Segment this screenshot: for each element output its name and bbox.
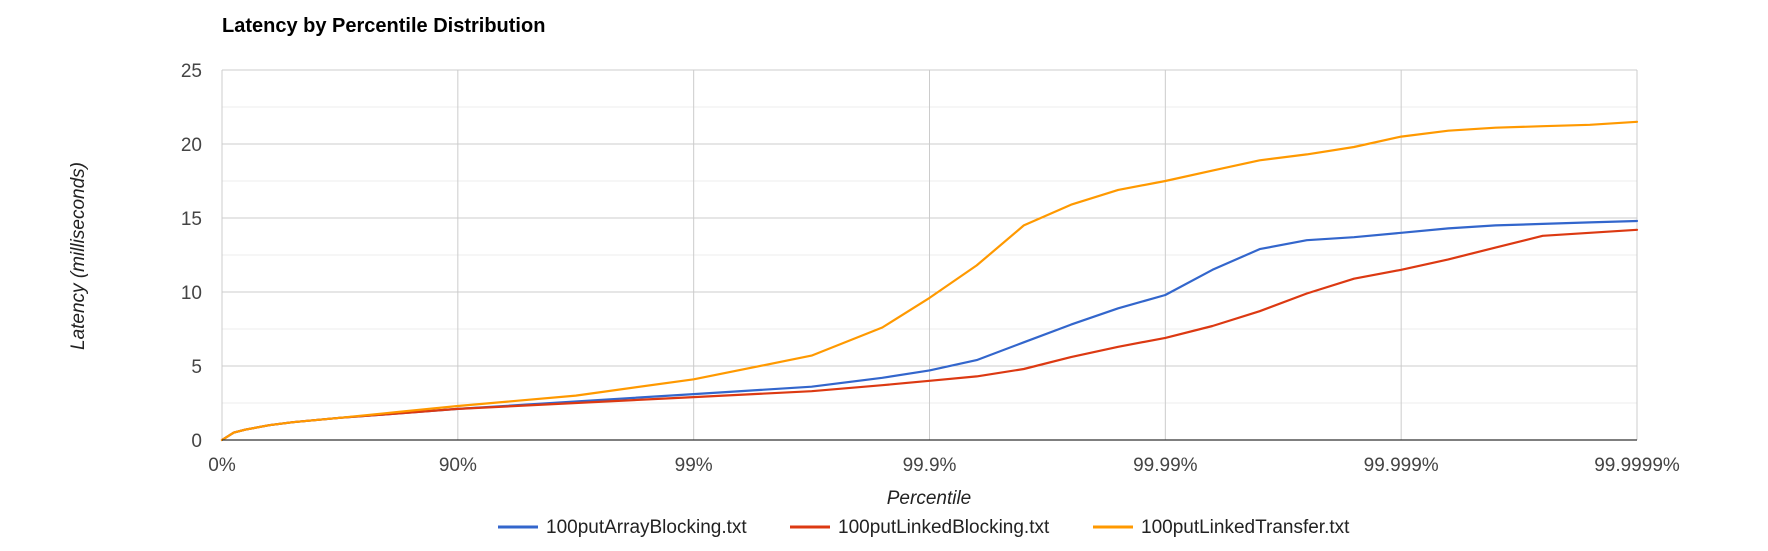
x-tick-label: 99.9999% xyxy=(1594,455,1680,476)
x-tick-label: 90% xyxy=(439,455,477,476)
series-lines xyxy=(220,120,1639,442)
x-axis-title: Percentile xyxy=(887,488,972,509)
y-tick-label: 0 xyxy=(191,431,202,452)
legend-label-3: 100putLinkedTransfer.txt xyxy=(1141,517,1350,538)
grid-lines xyxy=(221,69,1638,440)
x-axis-ticks: 0% 90% 99% 99.9% 99.99% 99.999% 99.9999% xyxy=(208,455,1680,476)
y-axis-title: Latency (milliseconds) xyxy=(68,162,89,350)
y-tick-label: 5 xyxy=(191,357,202,378)
y-tick-label: 25 xyxy=(181,61,202,82)
y-tick-label: 10 xyxy=(181,283,202,304)
x-tick-label: 99.99% xyxy=(1133,455,1198,476)
legend-label-1: 100putArrayBlocking.txt xyxy=(546,517,747,538)
x-tick-label: 99.9% xyxy=(903,455,957,476)
legend-label-2: 100putLinkedBlocking.txt xyxy=(838,517,1050,538)
x-tick-label: 0% xyxy=(208,455,236,476)
x-tick-label: 99.999% xyxy=(1364,455,1439,476)
x-tick-label: 99% xyxy=(675,455,713,476)
y-tick-label: 15 xyxy=(181,209,202,230)
legend: 100putArrayBlocking.txt 100putLinkedBlock… xyxy=(498,517,1350,538)
chart-title: Latency by Percentile Distribution xyxy=(222,15,545,37)
y-tick-label: 20 xyxy=(181,135,202,156)
y-axis-ticks: 0 5 10 15 20 25 xyxy=(181,61,202,452)
series-line-3 xyxy=(220,120,1639,442)
